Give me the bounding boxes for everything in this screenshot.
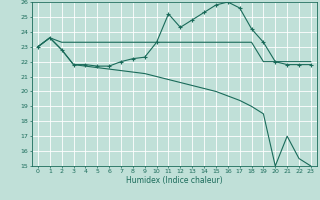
X-axis label: Humidex (Indice chaleur): Humidex (Indice chaleur) xyxy=(126,176,223,185)
